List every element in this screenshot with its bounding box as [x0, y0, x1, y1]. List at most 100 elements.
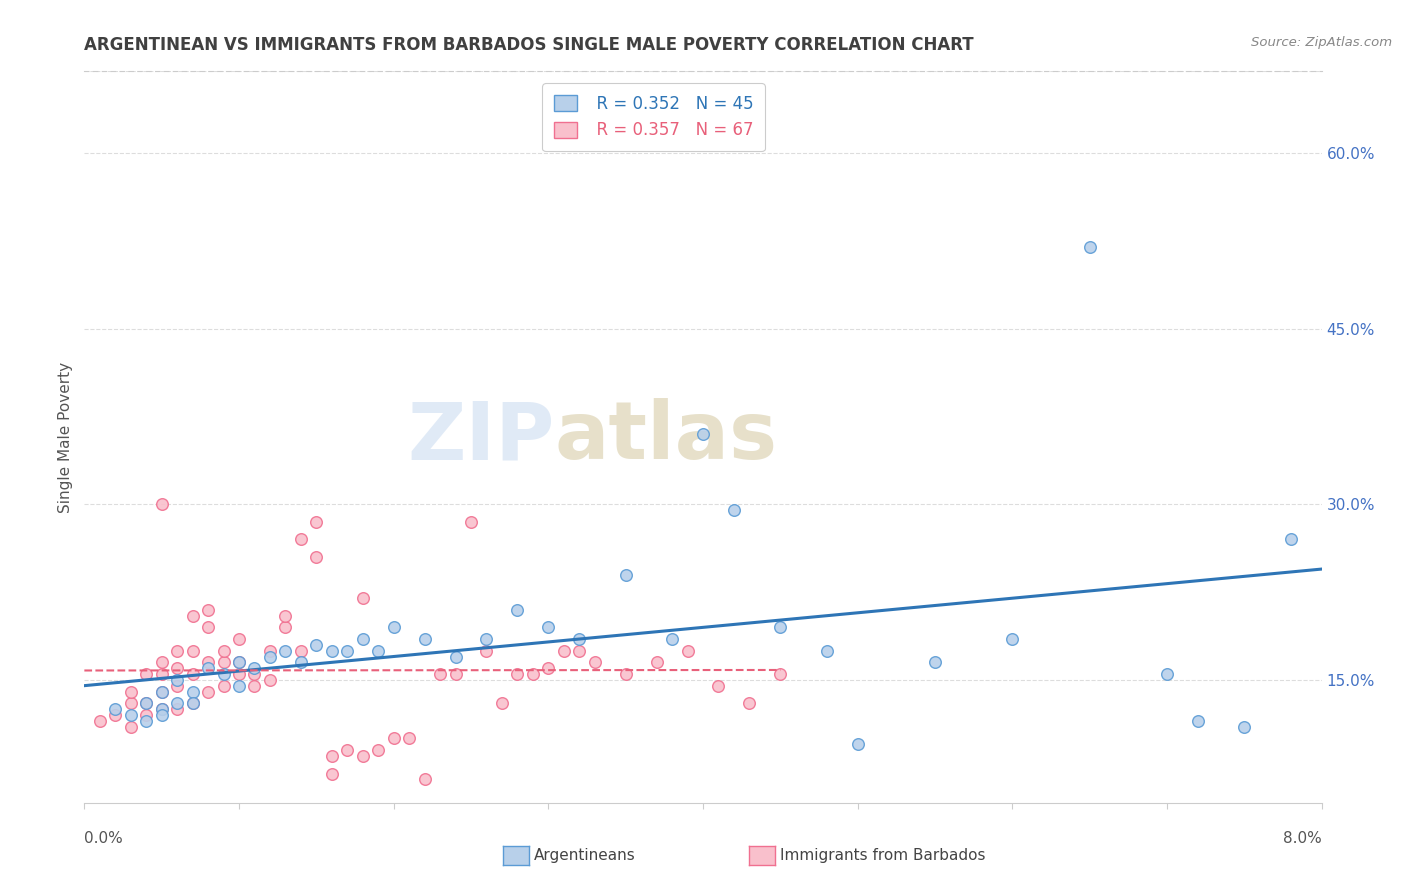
Point — [166, 643, 188, 657]
Point — [506, 603, 529, 617]
Point — [228, 679, 250, 693]
Point — [197, 656, 219, 670]
Y-axis label: Single Male Poverty: Single Male Poverty — [58, 361, 73, 513]
Point — [367, 743, 389, 757]
Point — [166, 661, 188, 675]
Point — [243, 661, 266, 675]
Point — [150, 497, 173, 511]
Text: Immigrants from Barbados: Immigrants from Barbados — [780, 848, 986, 863]
Point — [568, 643, 591, 657]
Point — [429, 667, 451, 681]
Point — [166, 696, 188, 710]
Point — [336, 743, 359, 757]
Point — [475, 632, 498, 646]
Point — [661, 632, 683, 646]
Point — [197, 661, 219, 675]
Point — [259, 643, 281, 657]
Text: ZIP: ZIP — [408, 398, 554, 476]
Point — [398, 731, 420, 746]
Point — [321, 643, 343, 657]
Point — [1001, 632, 1024, 646]
Point — [924, 656, 946, 670]
Point — [135, 667, 157, 681]
Point — [274, 620, 297, 634]
Point — [336, 643, 359, 657]
Point — [723, 503, 745, 517]
Point — [290, 643, 312, 657]
Point — [243, 667, 266, 681]
Point — [212, 643, 235, 657]
Point — [1233, 720, 1256, 734]
Point — [692, 427, 714, 442]
Point — [352, 749, 374, 764]
Point — [522, 667, 544, 681]
Point — [274, 643, 297, 657]
Text: Source: ZipAtlas.com: Source: ZipAtlas.com — [1251, 36, 1392, 49]
Point — [150, 708, 173, 723]
Point — [305, 515, 328, 529]
Point — [491, 696, 513, 710]
Point — [166, 679, 188, 693]
Point — [815, 643, 838, 657]
Point — [738, 696, 761, 710]
Point — [150, 656, 173, 670]
Point — [197, 620, 219, 634]
Point — [537, 620, 560, 634]
Point — [89, 714, 111, 728]
Point — [1187, 714, 1209, 728]
Text: Argentineans: Argentineans — [534, 848, 636, 863]
Point — [181, 696, 204, 710]
Point — [444, 667, 467, 681]
Point — [150, 702, 173, 716]
Point — [212, 656, 235, 670]
Point — [212, 667, 235, 681]
Point — [1078, 240, 1101, 254]
Point — [305, 549, 328, 564]
Point — [352, 591, 374, 605]
Point — [197, 603, 219, 617]
Point — [1279, 533, 1302, 547]
Point — [321, 749, 343, 764]
Point — [150, 667, 173, 681]
Point — [120, 720, 142, 734]
Point — [506, 667, 529, 681]
Point — [614, 567, 637, 582]
Point — [382, 620, 405, 634]
Point — [135, 708, 157, 723]
Text: 8.0%: 8.0% — [1282, 831, 1322, 846]
Point — [707, 679, 730, 693]
Point — [367, 643, 389, 657]
Point — [290, 533, 312, 547]
Legend:   R = 0.352   N = 45,   R = 0.357   N = 67: R = 0.352 N = 45, R = 0.357 N = 67 — [543, 83, 765, 151]
Point — [104, 702, 127, 716]
Point — [181, 667, 204, 681]
Point — [583, 656, 606, 670]
Point — [537, 661, 560, 675]
Point — [444, 649, 467, 664]
Point — [305, 638, 328, 652]
Point — [382, 731, 405, 746]
Point — [120, 708, 142, 723]
Text: 0.0%: 0.0% — [84, 831, 124, 846]
Point — [274, 608, 297, 623]
Point — [135, 696, 157, 710]
Point — [150, 684, 173, 698]
Point — [259, 673, 281, 687]
Point — [135, 714, 157, 728]
Point — [460, 515, 482, 529]
Point — [181, 643, 204, 657]
Point — [290, 656, 312, 670]
Point — [645, 656, 668, 670]
Point — [676, 643, 699, 657]
Point — [475, 643, 498, 657]
Point — [197, 684, 219, 698]
Point — [150, 702, 173, 716]
Point — [568, 632, 591, 646]
Point — [321, 766, 343, 780]
Point — [181, 696, 204, 710]
Point — [135, 696, 157, 710]
Point — [614, 667, 637, 681]
Point — [181, 684, 204, 698]
Point — [181, 608, 204, 623]
Point — [228, 656, 250, 670]
